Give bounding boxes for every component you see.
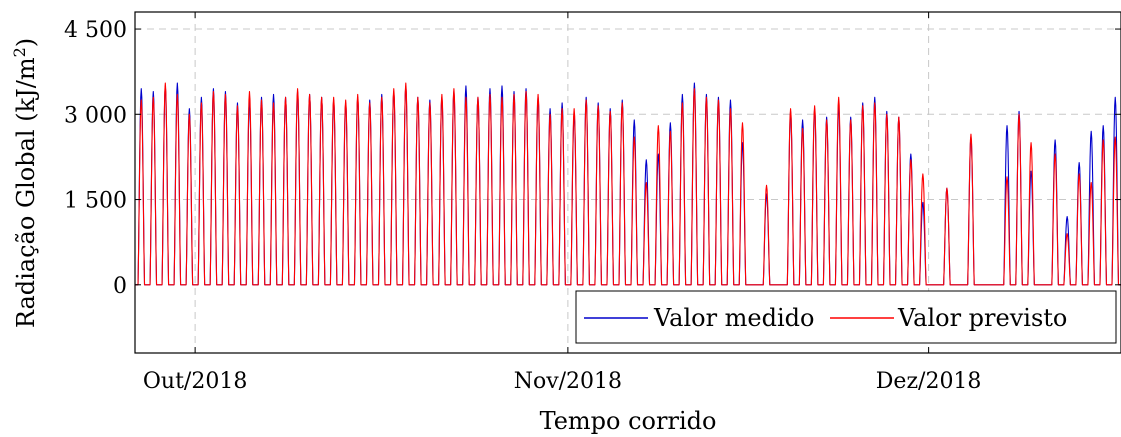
y-tick-label: 4 500	[64, 18, 127, 43]
legend-measured-label: Valor medido	[653, 304, 814, 332]
series-layer	[135, 82, 1121, 286]
x-tick-label: Nov/2018	[514, 369, 622, 394]
legend-predicted-label: Valor previsto	[897, 304, 1067, 332]
series-predicted-line	[135, 82, 1121, 286]
y-axis-title-main: Radiação Global (kJ/m	[12, 57, 40, 328]
x-axis-title: Tempo corrido	[540, 407, 717, 435]
y-axis-title-tail: )	[12, 38, 40, 47]
x-tick-label: Dez/2018	[876, 369, 982, 394]
y-axis-title-sup: 2	[10, 47, 29, 57]
grid-lines	[135, 12, 1121, 353]
y-tick-label: 3 000	[64, 103, 127, 128]
legend: Valor medido Valor previsto	[575, 290, 1117, 344]
plot-frame	[134, 11, 1121, 354]
axis-ticks: 0 1 500 3 000 4 500 Out/2018 Nov/2018 Dez/2018	[64, 12, 1121, 394]
y-tick-label: 0	[113, 274, 127, 299]
y-tick-label: 1 500	[64, 189, 127, 214]
y-axis-title: Radiação Global (kJ/m2)	[10, 38, 40, 328]
x-tick-label: Out/2018	[143, 369, 247, 394]
legend-box	[575, 290, 1117, 344]
